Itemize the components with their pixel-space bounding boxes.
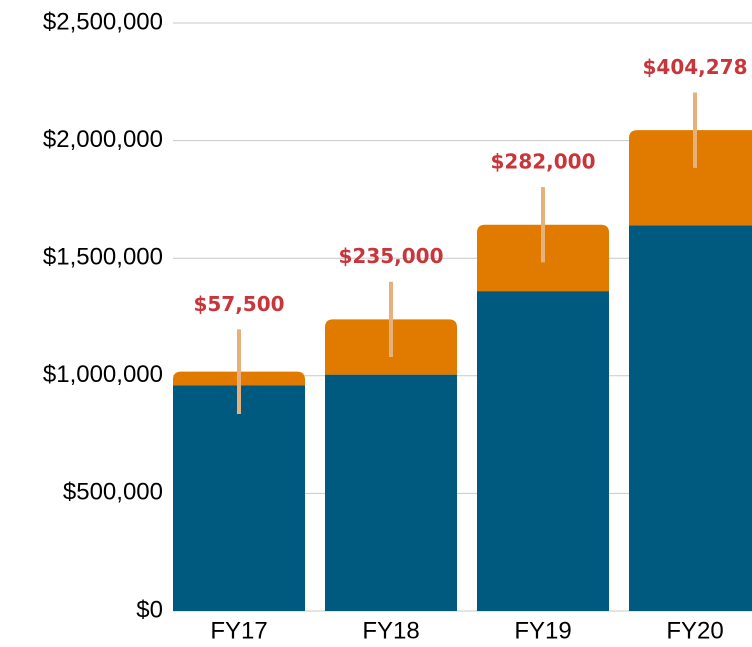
bar-segment <box>173 385 305 611</box>
x-tick-label: FY17 <box>210 617 267 644</box>
bar-segment <box>325 374 457 611</box>
y-tick-label: $500,000 <box>63 479 163 506</box>
data-label: $404,278 <box>642 55 747 79</box>
bar-segment <box>629 225 752 611</box>
y-tick-label: $1,500,000 <box>43 244 163 271</box>
y-tick-label: $0 <box>136 596 163 623</box>
x-tick-label: FY19 <box>514 617 571 644</box>
y-tick-label: $1,000,000 <box>43 361 163 388</box>
data-label: $235,000 <box>338 244 443 268</box>
x-tick-label: FY18 <box>362 617 419 644</box>
bar-segment <box>629 130 752 226</box>
bar-segment <box>477 291 609 611</box>
x-tick-label: FY20 <box>666 617 723 644</box>
data-label: $282,000 <box>490 150 595 174</box>
y-tick-label: $2,000,000 <box>43 126 163 153</box>
y-tick-label: $2,500,000 <box>43 8 163 35</box>
data-label: $57,500 <box>193 292 284 316</box>
